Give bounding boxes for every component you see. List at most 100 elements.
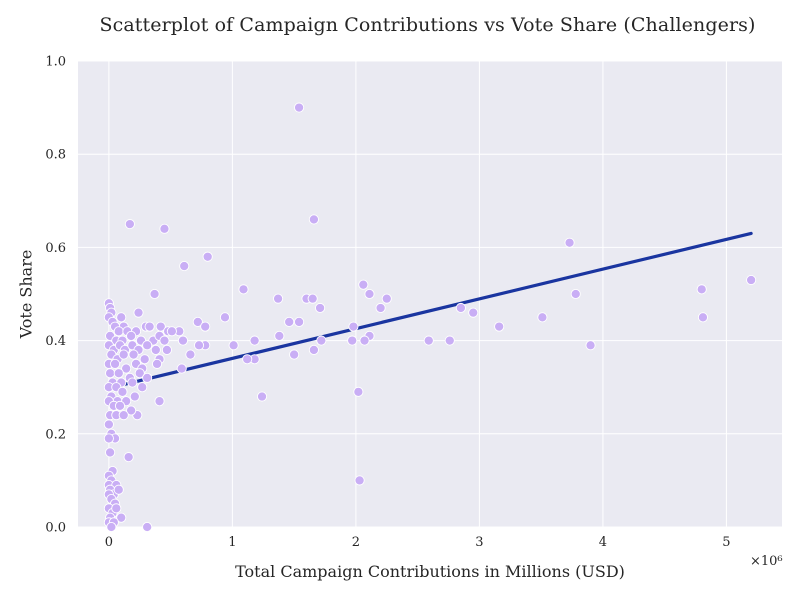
data-point [570,288,581,300]
data-point [161,344,172,355]
data-point [126,330,137,341]
y-tick-label: 0.2 [45,427,66,442]
data-point [697,312,709,323]
y-tick-label: 0.8 [45,148,66,163]
data-point [242,354,253,365]
data-point [193,340,205,351]
data-point [537,312,548,323]
data-point [103,419,114,430]
data-point [159,223,170,234]
data-point [494,321,505,332]
data-point [274,330,285,341]
data-point [256,391,268,402]
data-point [105,447,116,458]
data-point [151,358,163,369]
data-point [176,363,187,374]
data-point [177,335,189,346]
data-point [111,503,122,514]
data-point [348,321,359,332]
data-points [103,102,757,533]
data-point [359,335,370,346]
data-point [375,302,386,314]
data-point [121,363,132,374]
data-point [154,396,165,407]
data-point [127,377,138,388]
data-point [129,391,140,402]
data-point [347,335,358,346]
data-point [219,312,231,323]
data-point [585,340,596,351]
y-tick-label: 0.6 [45,241,66,256]
data-point [308,214,319,225]
data-point [564,237,575,248]
data-point [696,284,707,295]
data-point [358,279,369,290]
data-point [142,521,153,533]
data-point [200,321,211,332]
data-point [353,386,364,397]
data-point [126,405,137,416]
data-point [166,326,177,337]
data-point [134,368,145,379]
data-point [284,316,295,328]
data-point [118,410,129,421]
x-tick-labels: 0 1 2 3 4 5 [105,535,731,550]
y-axis-label: Vote Share [16,249,36,339]
data-point [444,335,455,346]
data-point [354,475,365,486]
x-axis-multiplier: ×10⁶ [750,554,783,569]
data-point [179,260,190,272]
data-point [316,335,327,346]
data-point [273,293,284,304]
data-point [118,349,129,360]
data-point [144,321,155,332]
data-point [381,293,392,304]
data-point [103,433,114,444]
data-point [364,288,375,300]
x-tick-label: 1 [228,535,236,550]
data-point [116,312,127,323]
x-tick-label: 2 [352,535,360,550]
data-point [238,284,249,295]
data-point [315,302,326,314]
data-point [468,307,479,318]
data-point [116,512,127,523]
data-point [294,316,305,328]
data-point [124,219,135,230]
data-point [150,344,161,355]
data-point [185,349,196,360]
data-point [142,372,153,383]
x-axis-label: Total Campaign Contributions in Millions… [235,562,625,581]
y-tick-label: 0.4 [45,334,66,349]
data-point [105,368,116,379]
data-point [149,288,160,300]
data-point [307,293,318,304]
data-point [133,307,144,318]
data-point [423,335,434,346]
data-point [228,340,239,351]
x-tick-label: 5 [722,535,730,550]
regression-line [107,231,753,390]
data-point [117,386,128,397]
data-point [308,344,319,355]
data-point [113,326,124,337]
data-point [114,400,126,411]
data-point [137,382,148,393]
regression-line-group [107,231,753,390]
data-point [746,274,757,286]
y-tick-label: 0.0 [45,521,66,536]
y-tick-label: 1.0 [45,55,66,70]
x-tick-label: 0 [105,535,113,550]
data-point [202,251,213,262]
plot-background [78,61,782,527]
data-point [192,316,203,328]
data-point [294,102,305,113]
data-point [289,349,300,360]
data-point [123,452,134,463]
data-point [106,521,117,533]
x-tick-label: 4 [599,535,607,550]
chart-title: Scatterplot of Campaign Contributions vs… [99,14,756,36]
y-tick-labels: 0.0 0.2 0.4 0.6 0.8 1.0 [45,55,66,536]
data-point [142,340,153,351]
data-point [110,358,121,369]
